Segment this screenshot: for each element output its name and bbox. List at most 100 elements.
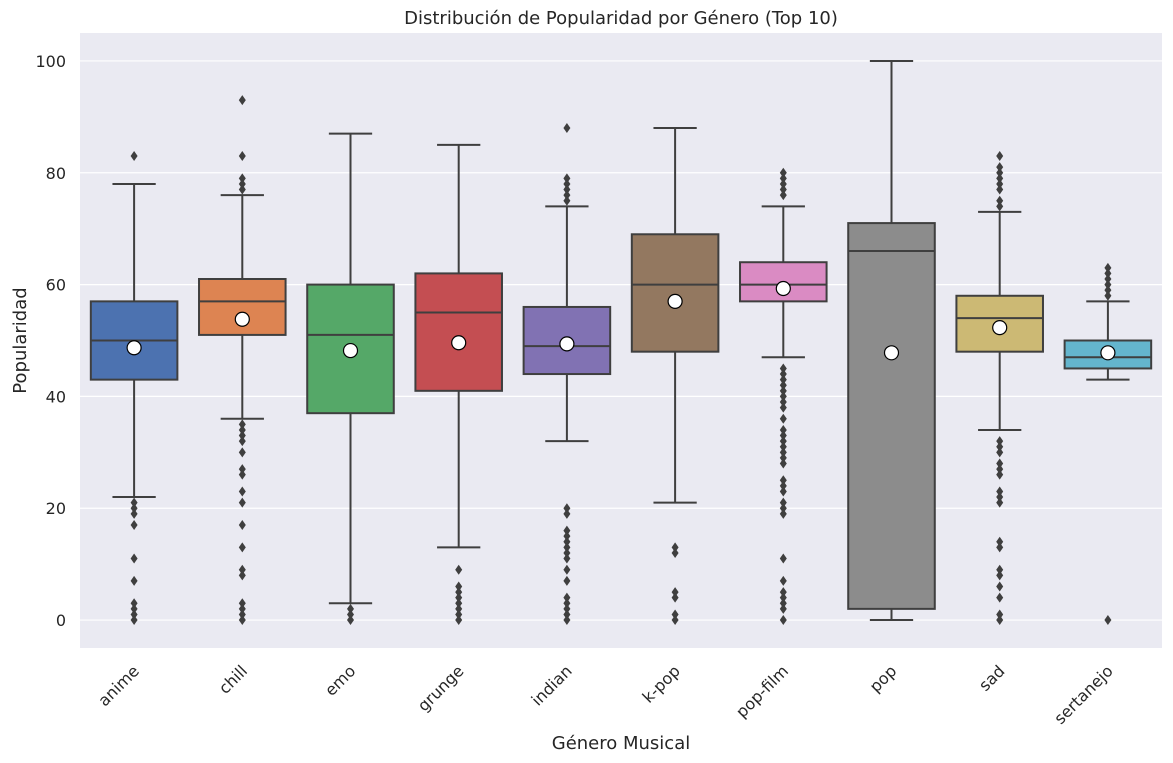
x-tick-label: anime [94,661,143,710]
x-tick-label: indian [528,661,576,709]
outlier-point [779,603,787,614]
outlier-point [996,436,1004,447]
outlier-point [130,603,138,614]
outlier-point [779,184,787,195]
outlier-point [238,173,246,184]
outlier-point [563,603,571,614]
outlier-point [996,184,1004,195]
outlier-point [238,542,246,553]
outlier-point [779,592,787,603]
outlier-point [238,497,246,508]
x-tick-label: emo [321,661,359,699]
outlier-point [996,570,1004,581]
outlier-point [996,162,1004,173]
outlier-point [996,173,1004,184]
outlier-point [238,598,246,609]
outlier-point [563,592,571,603]
outlier-point [563,542,571,553]
mean-marker [342,342,359,359]
outlier-point [779,587,787,598]
outlier-point [563,190,571,201]
outlier-point [563,178,571,189]
outlier-point [563,531,571,542]
outlier-point [130,575,138,586]
outlier-point [779,413,787,424]
outlier-point [779,190,787,201]
outlier-point [779,458,787,469]
boxes [89,59,1153,626]
outlier-point [996,151,1004,161]
outlier-point [563,184,571,195]
outlier-point [130,609,138,620]
mean-marker [667,293,683,309]
outlier-point [779,575,787,586]
outlier-point [1104,274,1112,284]
outlier-point [779,447,787,458]
outlier-point [996,592,1004,603]
x-tick-label: k-pop [639,661,684,706]
outlier-point [779,452,787,463]
box-iqr [847,222,936,610]
outlier-point [130,615,138,626]
outlier-point [238,469,246,480]
outlier-point [779,553,787,564]
outlier-point [996,497,1004,508]
outlier-point [996,458,1004,469]
outlier-point [563,575,571,586]
outlier-point [779,508,787,519]
outlier-point [671,547,679,558]
outlier-point [238,436,246,447]
mean-marker [775,280,791,297]
outlier-point [779,480,787,491]
outlier-point [563,173,571,184]
outlier-point [563,609,571,620]
outlier-point [996,441,1004,452]
outlier-point [996,178,1004,189]
outlier-point [779,486,787,497]
mean-marker [992,320,1008,336]
outlier-point [671,615,679,626]
outlier-point [779,615,787,626]
outlier-point [238,464,246,475]
mean-marker [451,335,467,351]
outlier-point [779,167,787,178]
y-tick-label: 40 [46,387,66,406]
outlier-point [238,151,246,161]
outlier-point [238,178,246,189]
outlier-point [563,536,571,547]
outlier-point [996,195,1004,206]
outlier-point [996,615,1004,626]
outlier-point [238,95,246,106]
outlier-point [130,497,138,508]
x-tick-label: pop [866,661,901,696]
x-tick-label: sad [975,661,1008,694]
outlier-point [1104,262,1112,273]
y-tick-label: 80 [46,164,66,183]
x-tick-labels: anime chill emo grunge indian k-pop pop-film po… [94,661,1116,728]
box-k-pop [630,127,720,626]
outlier-point [1104,279,1112,290]
outlier-point [130,553,138,564]
outlier-point [238,609,246,620]
box-sad [955,151,1044,626]
outlier-point [455,615,463,626]
outlier-point [779,380,787,391]
outlier-point [996,609,1004,620]
outlier-point [238,486,246,497]
outlier-point [779,424,787,435]
outlier-point [996,486,1004,497]
outlier-point [238,570,246,581]
outlier-point [455,609,463,620]
outlier-point [347,615,354,626]
outlier-point [238,430,246,441]
chart-title: Distribución de Popularidad por Género (… [404,8,838,29]
box-anime [89,151,179,626]
outlier-point [563,564,571,575]
outlier-point [563,525,571,536]
y-tick-label: 100 [35,52,66,71]
box-sertanejo [1063,262,1153,626]
outlier-point [238,419,246,430]
x-tick-label: chill [215,661,251,697]
outlier-point [779,503,787,514]
